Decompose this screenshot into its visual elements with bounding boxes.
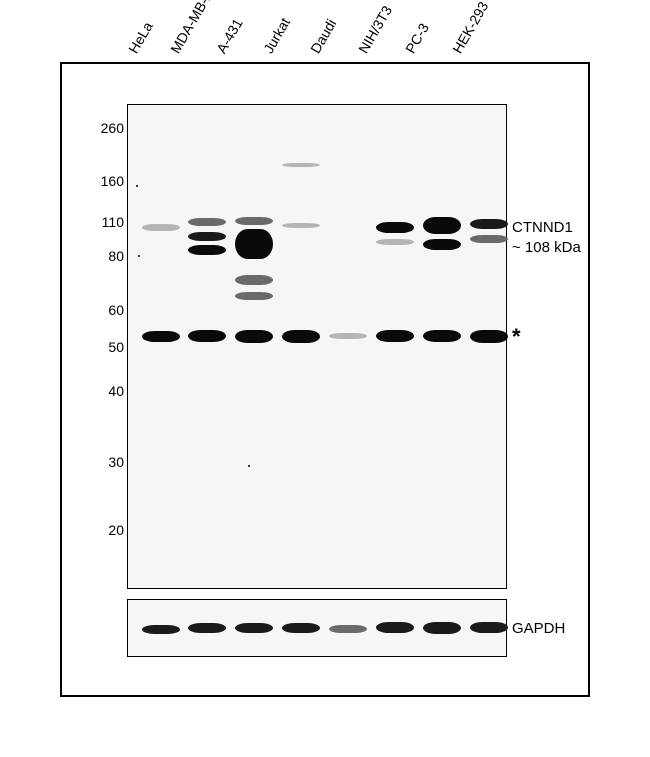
lane-labels-container: HeLa MDA-MB-231A-431 Jurkat Daudi NIH/3T3PC-… — [125, 0, 545, 60]
figure-frame: 260 160 110 80 60 50 40 30 20 CTNND1 ~ 108 kDa *… — [60, 62, 590, 697]
mw-markers-container: 260 160 110 80 60 50 40 30 20 — [82, 64, 124, 695]
band — [188, 623, 226, 633]
main-blot — [127, 104, 507, 589]
lane-label: MDA-MB-231 — [167, 0, 223, 56]
band — [423, 622, 461, 634]
lane-label: NIH/3T3 — [355, 3, 395, 56]
band — [235, 217, 273, 225]
mw-marker-label: 20 — [108, 522, 124, 538]
band — [282, 330, 320, 343]
band — [376, 239, 414, 245]
band — [282, 623, 320, 633]
band — [470, 622, 508, 633]
lane-label: HEK-293 — [449, 0, 491, 56]
mw-marker-label: 30 — [108, 454, 124, 470]
band — [142, 625, 180, 634]
band — [376, 622, 414, 633]
band — [329, 333, 367, 339]
band — [470, 330, 508, 343]
mw-marker-label: 40 — [108, 383, 124, 399]
mw-marker-label: 50 — [108, 339, 124, 355]
band — [329, 625, 367, 633]
speck — [248, 465, 250, 467]
band — [376, 330, 414, 342]
band — [423, 239, 461, 250]
band — [235, 229, 273, 259]
band — [282, 163, 320, 167]
mw-marker-label: 160 — [101, 173, 124, 189]
band — [423, 217, 461, 234]
gapdh-blot — [127, 599, 507, 657]
band — [423, 330, 461, 342]
band — [142, 224, 180, 231]
band — [470, 219, 508, 229]
band — [235, 292, 273, 300]
lane-label: Daudi — [307, 16, 339, 56]
band — [376, 222, 414, 233]
speck — [136, 185, 138, 187]
gapdh-label: GAPDH — [512, 620, 565, 637]
band — [188, 330, 226, 342]
band — [235, 330, 273, 343]
nonspecific-asterisk: * — [512, 324, 521, 350]
band — [188, 232, 226, 241]
mw-marker-label: 60 — [108, 302, 124, 318]
lane-label: PC-3 — [402, 20, 432, 56]
speck — [138, 255, 140, 257]
band — [188, 245, 226, 255]
lane-label: A-431 — [213, 16, 246, 56]
band — [470, 235, 508, 243]
mw-marker-label: 110 — [102, 214, 124, 230]
mw-marker-label: 80 — [108, 248, 124, 264]
lane-label: Jurkat — [260, 15, 293, 56]
lane-label: HeLa — [125, 19, 156, 56]
mw-marker-label: 260 — [101, 120, 124, 136]
band — [188, 218, 226, 226]
band — [235, 275, 273, 285]
target-kda-label: ~ 108 kDa — [512, 239, 581, 256]
target-label: CTNND1 — [512, 219, 573, 236]
band — [282, 223, 320, 228]
band — [235, 623, 273, 633]
band — [142, 331, 180, 342]
